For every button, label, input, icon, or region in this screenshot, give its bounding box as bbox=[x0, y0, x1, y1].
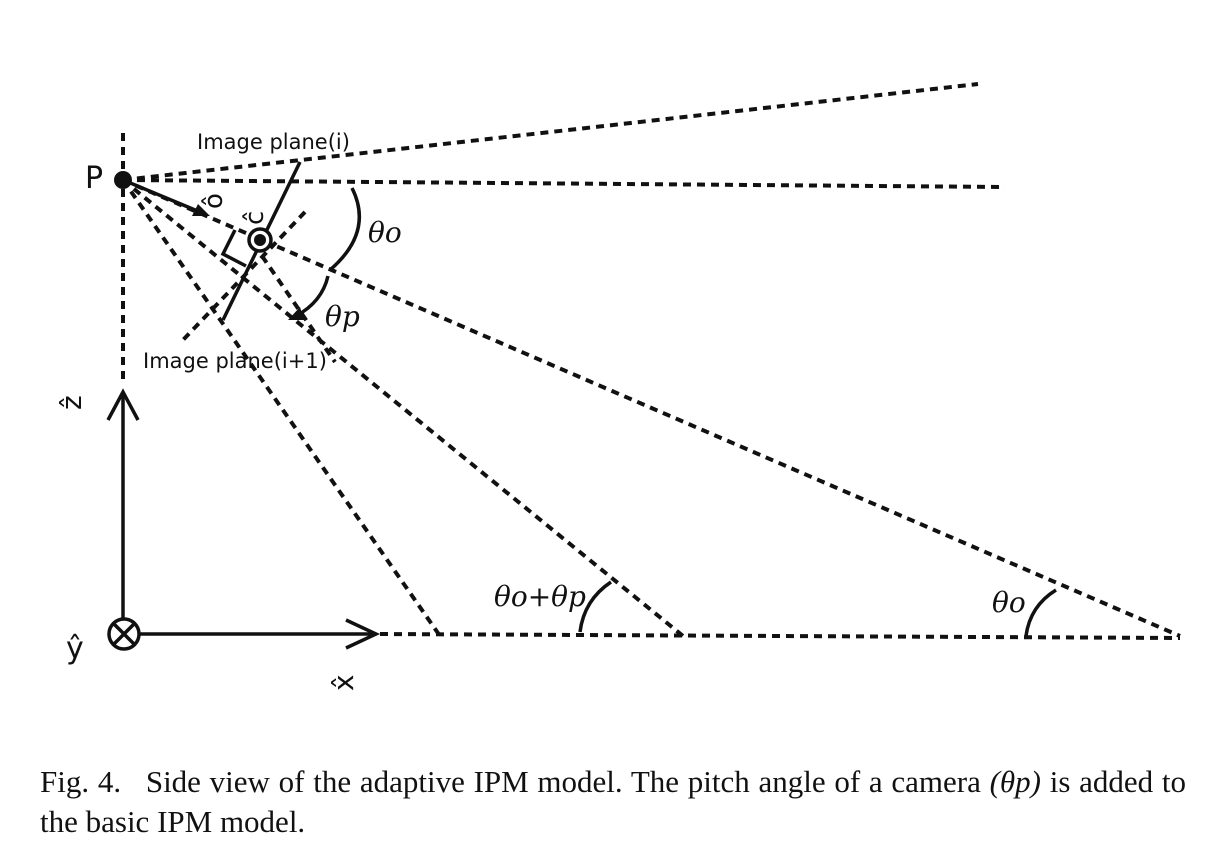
theta-sum-arc bbox=[578, 580, 612, 633]
point-p bbox=[114, 171, 132, 189]
right-angle-marker bbox=[220, 229, 247, 268]
label-z-hat: ẑ bbox=[55, 395, 88, 410]
label-x-hat: x̂ bbox=[327, 674, 360, 691]
label-image-plane-i1: Image plane(i+1) bbox=[143, 349, 327, 373]
ray-horizontal bbox=[122, 178, 1006, 189]
ray-lower-bound bbox=[121, 178, 442, 638]
label-p: P bbox=[85, 161, 103, 196]
caption-figure-number: Fig. 4. bbox=[40, 764, 122, 799]
theta-o-bottom-arc bbox=[1024, 588, 1057, 637]
image-plane-i1-extension bbox=[260, 254, 337, 364]
label-image-plane-i: Image plane(i) bbox=[197, 130, 350, 154]
ray-upper-bound bbox=[122, 82, 979, 182]
caption-math: (θp) bbox=[989, 764, 1041, 799]
label-theta-o-top: θo bbox=[368, 216, 402, 249]
figure-caption: Fig. 4. Side view of the adaptive IPM mo… bbox=[40, 762, 1186, 842]
caption-text-1: Side view of the adaptive IPM model. The… bbox=[145, 764, 981, 799]
label-y-hat: ŷ bbox=[66, 631, 84, 666]
label-theta-sum: θo+θp bbox=[494, 580, 586, 613]
image-plane-i1-line bbox=[181, 210, 307, 342]
o-hat-arrowhead bbox=[192, 204, 210, 216]
label-c-hat: ĉ bbox=[240, 211, 270, 225]
theta-o-top-arc bbox=[328, 187, 362, 272]
theta-p-arrowhead bbox=[288, 307, 304, 320]
ray-optical-axis bbox=[122, 178, 1181, 638]
ipm-side-view-diagram: P Image plane(i) Image plane(i+1) ô ĉ ẑ … bbox=[55, 82, 1181, 691]
label-theta-p: θp bbox=[325, 300, 360, 333]
camera-center-dot bbox=[254, 234, 266, 246]
ray-pitch bbox=[121, 178, 685, 638]
x-axis-arrowhead bbox=[345, 618, 381, 650]
z-axis-arrowhead bbox=[106, 388, 140, 421]
caption-text-2: is added to the basic IPM model. bbox=[40, 764, 1186, 839]
ground-dashed-line bbox=[379, 632, 1181, 640]
o-hat-vector bbox=[122, 178, 201, 214]
y-axis-cross-b bbox=[111, 621, 137, 647]
label-theta-o-bottom: θo bbox=[992, 586, 1026, 619]
label-o-hat: ô bbox=[199, 193, 229, 209]
